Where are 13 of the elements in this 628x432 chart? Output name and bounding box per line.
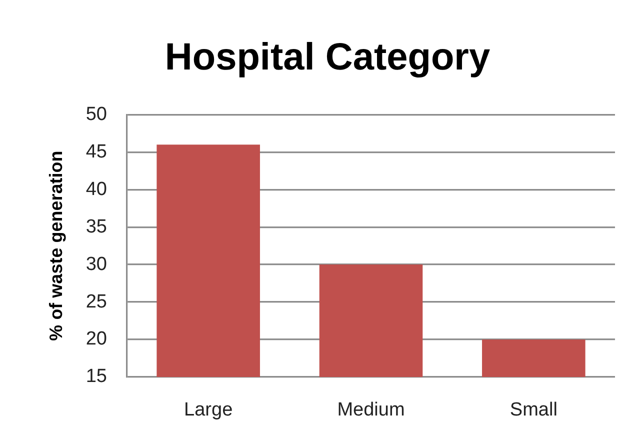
x-tick-label: Small [510, 400, 558, 421]
y-tick-label: 25 [86, 291, 107, 312]
y-tick-label: 35 [86, 216, 107, 238]
chart-title: Hospital Category [164, 36, 490, 78]
y-tick-label: 50 [86, 104, 107, 125]
y-tick-label: 40 [86, 178, 107, 200]
y-tick-label: 20 [86, 328, 107, 350]
y-tick-label: 45 [86, 141, 107, 162]
y-tick-label: 15 [86, 366, 107, 388]
x-tick-label: Large [184, 400, 233, 421]
x-tick-label: Medium [337, 400, 405, 421]
y-axis-title: % of waste generation [46, 150, 66, 341]
y-tick-label: 30 [86, 254, 107, 275]
